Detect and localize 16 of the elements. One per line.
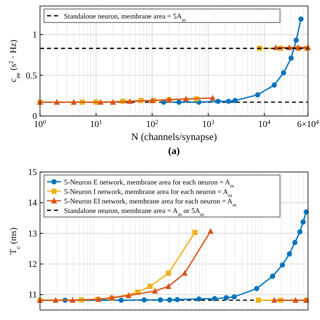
y-tick-label: 12 (28, 259, 37, 269)
x-tick-label: 10$^{4}$ (258, 118, 272, 129)
y-tick-label: 0.5 (26, 70, 38, 80)
x-tick-label: 10$^{0}$ (34, 118, 46, 129)
x-tick-label: 6×10$^{4}$ (297, 118, 320, 129)
x-tick-label: 10$^{1}$ (90, 118, 102, 129)
y-tick-label: 11 (28, 290, 37, 300)
y-tick-label: 13 (28, 228, 38, 238)
y-tick-label: 14 (28, 198, 38, 208)
x-tick-label: 10$^{2}$ (146, 118, 158, 129)
y-tick-label: 1 (32, 30, 37, 40)
x-tick-label: 10$^{3}$ (202, 118, 214, 129)
text: (a) (168, 146, 180, 157)
y-tick-label: 15 (28, 167, 38, 177)
x-axis-title: N (channels/synapse) (131, 132, 217, 143)
y-tick-label: 0 (32, 111, 38, 121)
